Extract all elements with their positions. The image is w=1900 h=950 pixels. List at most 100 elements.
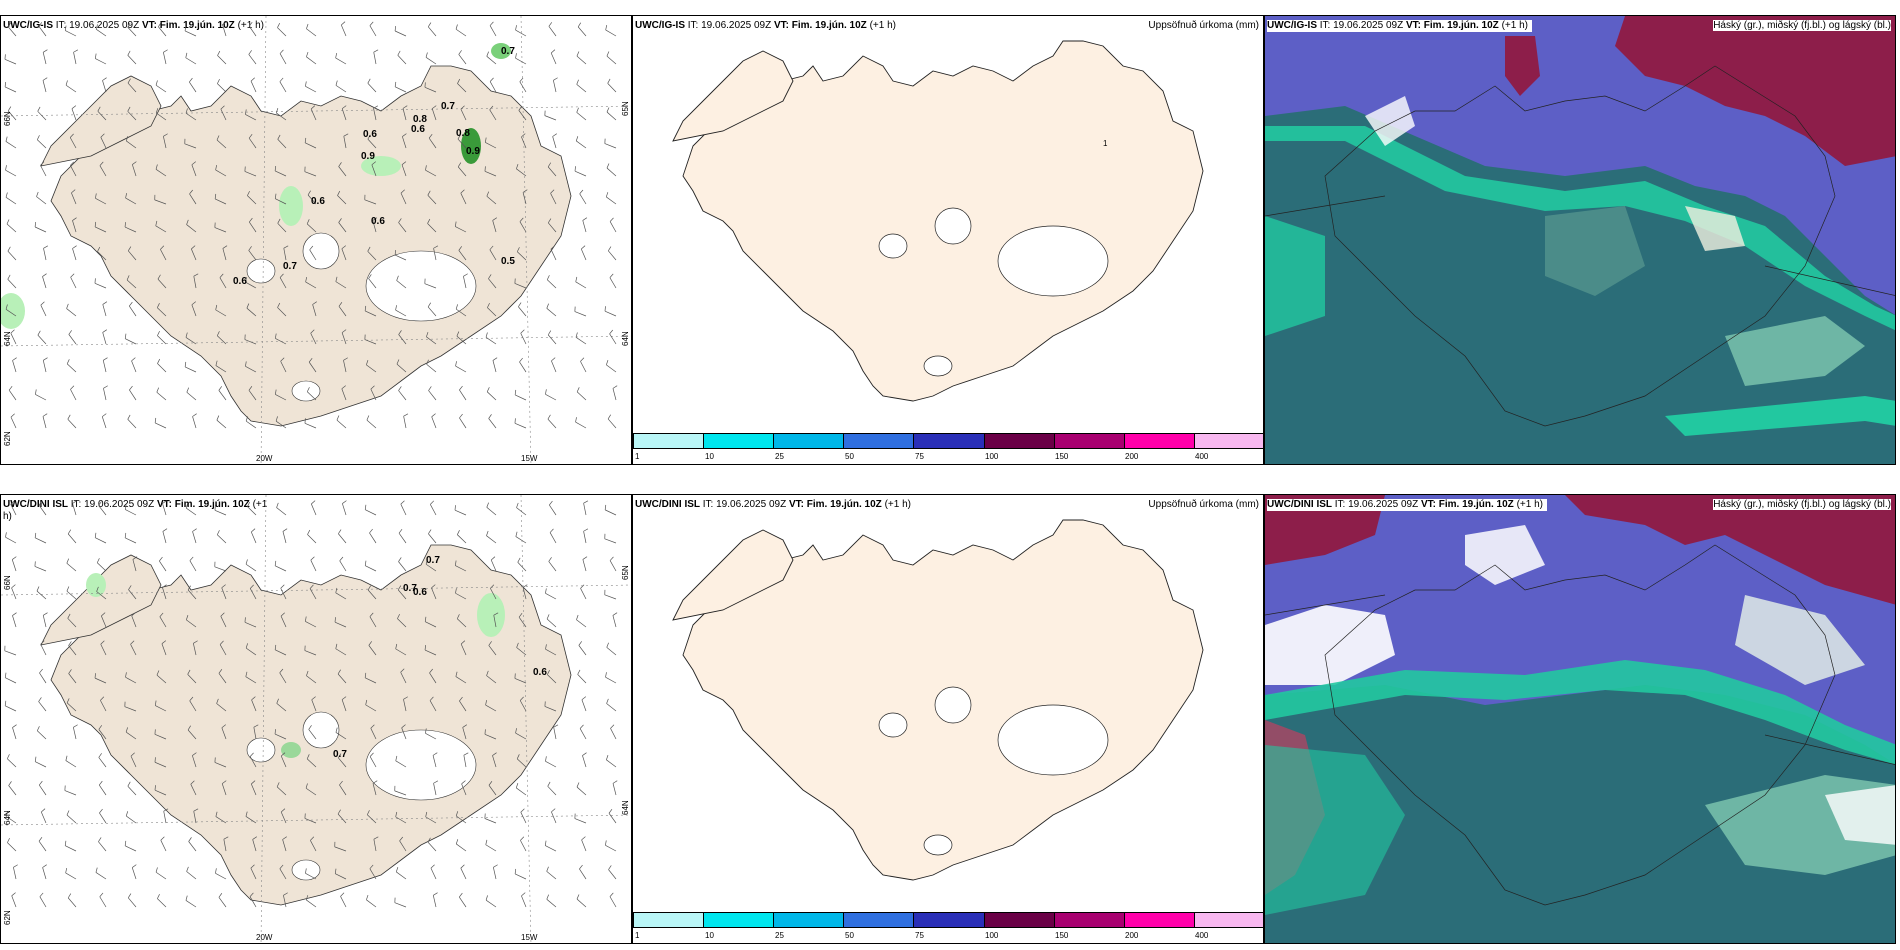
wind-barb-feather (514, 389, 517, 395)
wind-barb (486, 535, 497, 544)
wind-barb (492, 220, 497, 233)
wind-barb-feather (192, 413, 197, 417)
lon-label: 15W (521, 454, 538, 463)
wind-barb-feather (577, 22, 582, 28)
wind-barb (37, 111, 47, 121)
wind-barb (156, 112, 167, 121)
wind-barb (191, 164, 197, 177)
wind-barb (577, 674, 587, 684)
wind-barb (576, 140, 587, 149)
wind-barb-feather (186, 219, 189, 225)
wind-barb-feather (337, 809, 341, 815)
wind-barb (544, 706, 557, 712)
wind-barb (275, 420, 287, 429)
wind-barb (427, 306, 437, 317)
wind-barb (160, 840, 167, 852)
wind-barb-feather (311, 696, 316, 701)
wind-barb (365, 677, 377, 684)
wind-barb-feather (156, 387, 160, 393)
wind-barb-feather (6, 219, 10, 225)
wind-barb (310, 108, 317, 121)
wind-barb-feather (129, 385, 133, 391)
wind-barb-feather (310, 556, 315, 561)
wind-barb (609, 333, 617, 345)
wind-barb (403, 416, 407, 429)
wind-barb (72, 503, 77, 516)
wind-barb-feather (576, 79, 579, 85)
precip-patch (461, 128, 481, 164)
wind-barb (517, 251, 527, 261)
wind-barb (275, 338, 287, 345)
wind-barb-feather (275, 333, 277, 339)
wind-barb (245, 647, 257, 656)
wind-barb-feather (275, 389, 277, 395)
wind-barb (12, 615, 17, 628)
wind-barb-feather (606, 107, 610, 113)
wind-barb (192, 531, 197, 544)
wind-barb (518, 110, 527, 121)
wind-barb-feather (342, 500, 347, 504)
wind-barb (460, 868, 467, 880)
wind-barb-feather (544, 840, 547, 846)
wind-barb (486, 507, 497, 516)
wind-barb (67, 533, 77, 544)
wind-barb (66, 590, 77, 600)
vt-value: Fim. 19.jún. 10Z (1423, 20, 1499, 31)
wind-barb-feather (457, 78, 461, 84)
wind-barb (426, 364, 437, 373)
wind-barb-feather (402, 133, 407, 137)
wind-barb (518, 616, 527, 628)
wind-barb (222, 248, 227, 261)
wind-barb (95, 537, 107, 544)
wind-barb-feather (4, 672, 7, 678)
wind-barb-feather (5, 811, 8, 817)
wind-barb-feather (398, 528, 403, 534)
wind-barb-feather (455, 588, 457, 594)
wind-barb-feather (546, 303, 549, 309)
wind-barb-feather (220, 105, 225, 110)
wind-barb (425, 169, 437, 177)
wind-barb-feather (218, 386, 223, 391)
wind-barb (550, 248, 557, 261)
wind-barb (398, 390, 407, 401)
wind-barb (99, 165, 107, 177)
wind-barb (547, 279, 557, 289)
wind-barb (219, 277, 227, 289)
wind-barb (163, 136, 167, 149)
wind-barb-feather (458, 50, 462, 55)
wind-barb (545, 845, 557, 852)
wind-barb-feather (7, 274, 11, 280)
wind-barb-feather (132, 556, 138, 560)
wind-barb-feather (124, 840, 127, 846)
wind-barb-feather (425, 811, 428, 817)
wind-barb-feather (547, 330, 552, 336)
wind-barb (424, 283, 437, 289)
wind-barb (94, 677, 107, 684)
wind-barb (40, 165, 47, 177)
wind-barb-feather (339, 556, 344, 562)
lead-time: (+1 h) (884, 499, 911, 510)
wind-barb-feather (400, 189, 405, 194)
wind-barb (520, 840, 527, 852)
wind-barb (157, 898, 167, 908)
wind-barb-feather (607, 414, 611, 420)
wind-barb (217, 55, 227, 65)
wind-barb-feather (219, 640, 224, 645)
lon-label: 15W (521, 933, 538, 942)
wind-barb-feather (486, 51, 489, 57)
wind-barb-feather (187, 669, 191, 675)
wind-barb (609, 896, 617, 908)
wind-barb-feather (38, 697, 42, 702)
wind-barb (310, 840, 317, 852)
wind-barb (400, 504, 407, 516)
wind-barb-feather (307, 529, 311, 535)
wind-barb (608, 813, 617, 824)
colorbar-tick: 100 (985, 452, 999, 461)
wind-barb-feather (430, 864, 435, 869)
wind-barb-feather (517, 557, 521, 563)
wind-barb (456, 815, 467, 824)
wind-barb (67, 897, 77, 908)
wind-barb-feather (576, 51, 580, 57)
wind-barb-feather (612, 612, 618, 616)
wind-barb (605, 29, 617, 37)
